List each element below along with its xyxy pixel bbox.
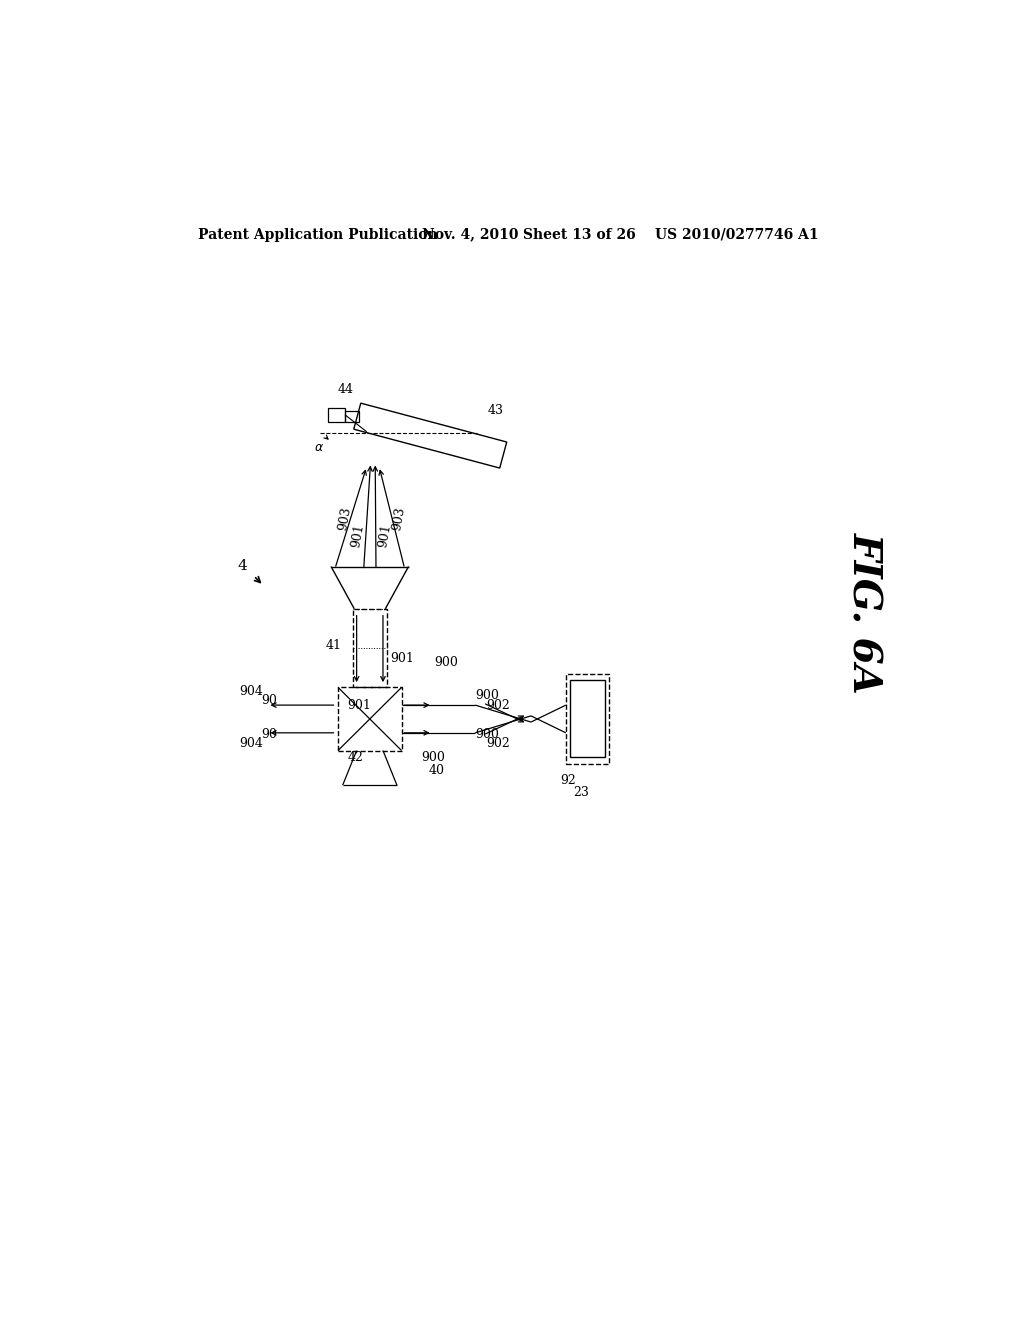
Text: FIG. 6A: FIG. 6A [845,532,884,693]
Bar [345,411,359,422]
Text: 900: 900 [475,727,499,741]
Bar [566,675,608,763]
Text: 903: 903 [337,506,353,532]
Text: 44: 44 [337,383,353,396]
Text: 90: 90 [261,727,276,741]
Text: 90: 90 [261,694,276,708]
Text: Nov. 4, 2010: Nov. 4, 2010 [423,227,519,242]
Text: 92: 92 [560,775,577,788]
Text: Sheet 13 of 26: Sheet 13 of 26 [523,227,636,242]
Text: 40: 40 [429,764,444,777]
Text: 904: 904 [240,737,263,750]
Text: 902: 902 [486,737,510,750]
Text: 902: 902 [486,698,510,711]
Text: 41: 41 [326,639,341,652]
Bar [569,681,604,758]
Text: 904: 904 [240,685,263,698]
Bar [338,688,401,751]
Text: 901: 901 [347,698,372,711]
Text: US 2010/0277746 A1: US 2010/0277746 A1 [655,227,818,242]
Text: 42: 42 [348,751,364,764]
Text: 903: 903 [390,506,407,532]
Text: 900: 900 [434,656,458,669]
Text: 901: 901 [377,523,393,549]
Bar [328,408,345,422]
Text: 43: 43 [487,404,504,417]
Bar [352,609,387,688]
Text: 901: 901 [390,652,414,665]
Text: Patent Application Publication: Patent Application Publication [198,227,437,242]
Text: 23: 23 [572,785,589,799]
Bar [353,403,507,469]
Text: $\alpha$: $\alpha$ [314,441,325,454]
Text: 900: 900 [475,689,499,702]
Text: 901: 901 [349,523,366,549]
Text: 900: 900 [421,751,444,764]
Text: 4: 4 [238,560,248,573]
